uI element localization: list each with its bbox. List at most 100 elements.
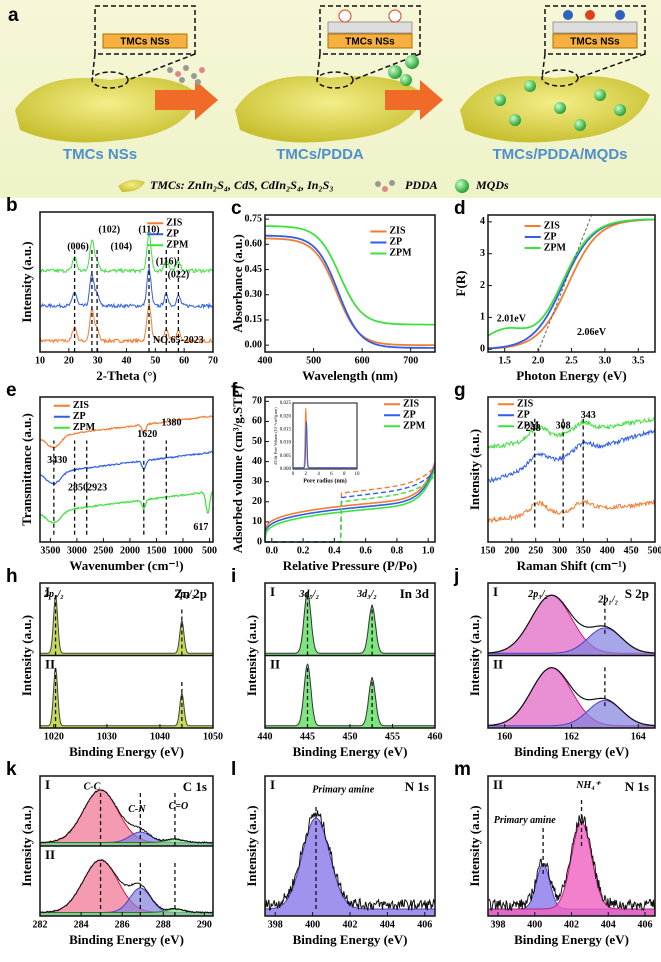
y-tick-label: 30 [252,476,262,487]
legend-label: ZIS [403,399,420,410]
annotation: Primary amine [494,815,557,826]
x-tick-label: 150 [481,545,496,556]
x-tick-label: 284 [74,919,89,930]
legend-label: ZPM [73,422,96,433]
panel-label: h [6,566,18,587]
annotation: 3d₅/₂ [298,589,319,600]
plot-frame [39,211,214,353]
x-axis-label: Binding Energy (eV) [293,744,408,759]
curve [487,821,656,917]
panel-label: g [454,380,466,401]
annotation: C-N [128,804,146,815]
box-label: TMCs NSs [570,37,620,48]
y-axis-label: Transmittance (a.u.) [19,413,34,526]
x-tick-label: 400 [258,355,273,366]
x-tick-label: 450 [343,731,358,742]
y-tick-label: 0.45 [245,264,263,275]
annotation: (104) [110,241,132,252]
inset-tick-label: 0.000 [280,467,292,472]
annotation: 2p₁/₂ [174,589,195,600]
annotation: 2850 [68,483,88,494]
box-bars [102,9,638,49]
legend-label: ZPM [389,248,412,259]
x-tick-label: 0.2 [297,545,310,556]
legend-label: ZIS [544,220,561,231]
inset-tick-label: 0.025 [280,401,292,406]
curve [264,590,436,656]
curve [487,218,655,337]
legend-label: ZP [166,228,179,239]
plot-frame [264,396,436,543]
curve [39,789,214,847]
curve [487,498,656,524]
inset-tick-label: 2 [305,472,308,477]
y-axis-label: Intensity (a.u.) [467,615,482,696]
legend-text: TMCs: ZnIn₂S₄, CdS, CdIn₂S₄, In₂S₃ [150,178,334,192]
x-tick-label: 1500 [146,545,166,556]
panel-label: j [453,566,459,587]
x-axis-label: Wavenumber (cm⁻¹) [69,558,183,573]
arrows [155,80,443,120]
inset-axis-label: Pore radius (nm) [303,477,347,484]
x-tick-label: 3.5 [632,355,645,366]
panel-label: c [231,198,242,219]
x-tick-label: 398 [491,919,506,930]
curve [39,595,214,656]
curve [265,225,435,326]
box-label: TMCs NSs [345,37,395,48]
spectrum-title: N 1s [405,779,429,794]
sub-label: I [270,584,275,599]
inset-tick-label: 0 [292,472,295,477]
x-tick-label: 1.0 [422,545,435,556]
curve [264,810,436,912]
annotation: Primary amine [312,784,375,795]
inset-tick-label: 6 [330,472,333,477]
curve [487,218,655,350]
x-axis-label: Binding Energy (eV) [514,932,629,947]
x-tick-label: 282 [33,919,48,930]
x-tick-label: 70 [208,355,218,366]
y-tick-label: 70 [252,396,262,407]
x-tick-label: 460 [428,731,443,742]
x-tick-label: 700 [403,355,418,366]
x-tick-label: 1030 [97,731,117,742]
y-axis-label: Intensity (a.u.) [244,805,259,886]
annotation: 1620 [137,429,157,440]
y-axis-label: Absorbance (a.u.) [230,234,245,333]
plots: b10 20 30 40 50 60 702-Theta (°)Intensity (a.u… [6,195,661,947]
legend-text: MQDs [475,178,509,192]
plot-frame [487,396,656,543]
x-tick-label: 400 [600,545,615,556]
y-axis-label: Adsorbed volume (cm³/g.STP) [230,386,245,553]
curve [39,450,214,485]
x-tick-label: 600 [355,355,370,366]
inset-tick-label: 4 [317,472,320,477]
legend-label: ZIS [517,399,534,410]
x-tick-label: 450 [624,545,639,556]
legend-label: ZPM [403,421,426,432]
annotation: 2923 [87,483,107,494]
x-tick-label: 500 [306,355,321,366]
annotation: (022) [168,269,190,280]
legend-label: ZP [403,410,416,421]
x-tick-label: 300 [552,545,567,556]
y-tick-label: 20 [252,496,262,507]
x-tick-label: 3500 [40,545,60,556]
spectrum-title: In 3d [400,586,430,601]
x-tick-label: 40 [122,355,132,366]
y-axis-label: Intensity (a.u.) [467,805,482,886]
curve [488,667,655,727]
x-tick-label: 2.5 [565,355,578,366]
x-tick-label: 0.8 [391,545,404,556]
caption: TMCs NSs [63,146,137,163]
x-tick-label: 406 [417,919,432,930]
legend-label: ZPM [544,242,567,253]
tangent [537,214,593,353]
legend-label: ZPM [517,421,540,432]
sub-label: I [270,777,275,792]
y-tick-label: 0.30 [245,289,263,300]
x-tick-label: 455 [385,731,400,742]
plot-frame [264,214,436,353]
y-tick-label: 0.60 [245,239,263,250]
